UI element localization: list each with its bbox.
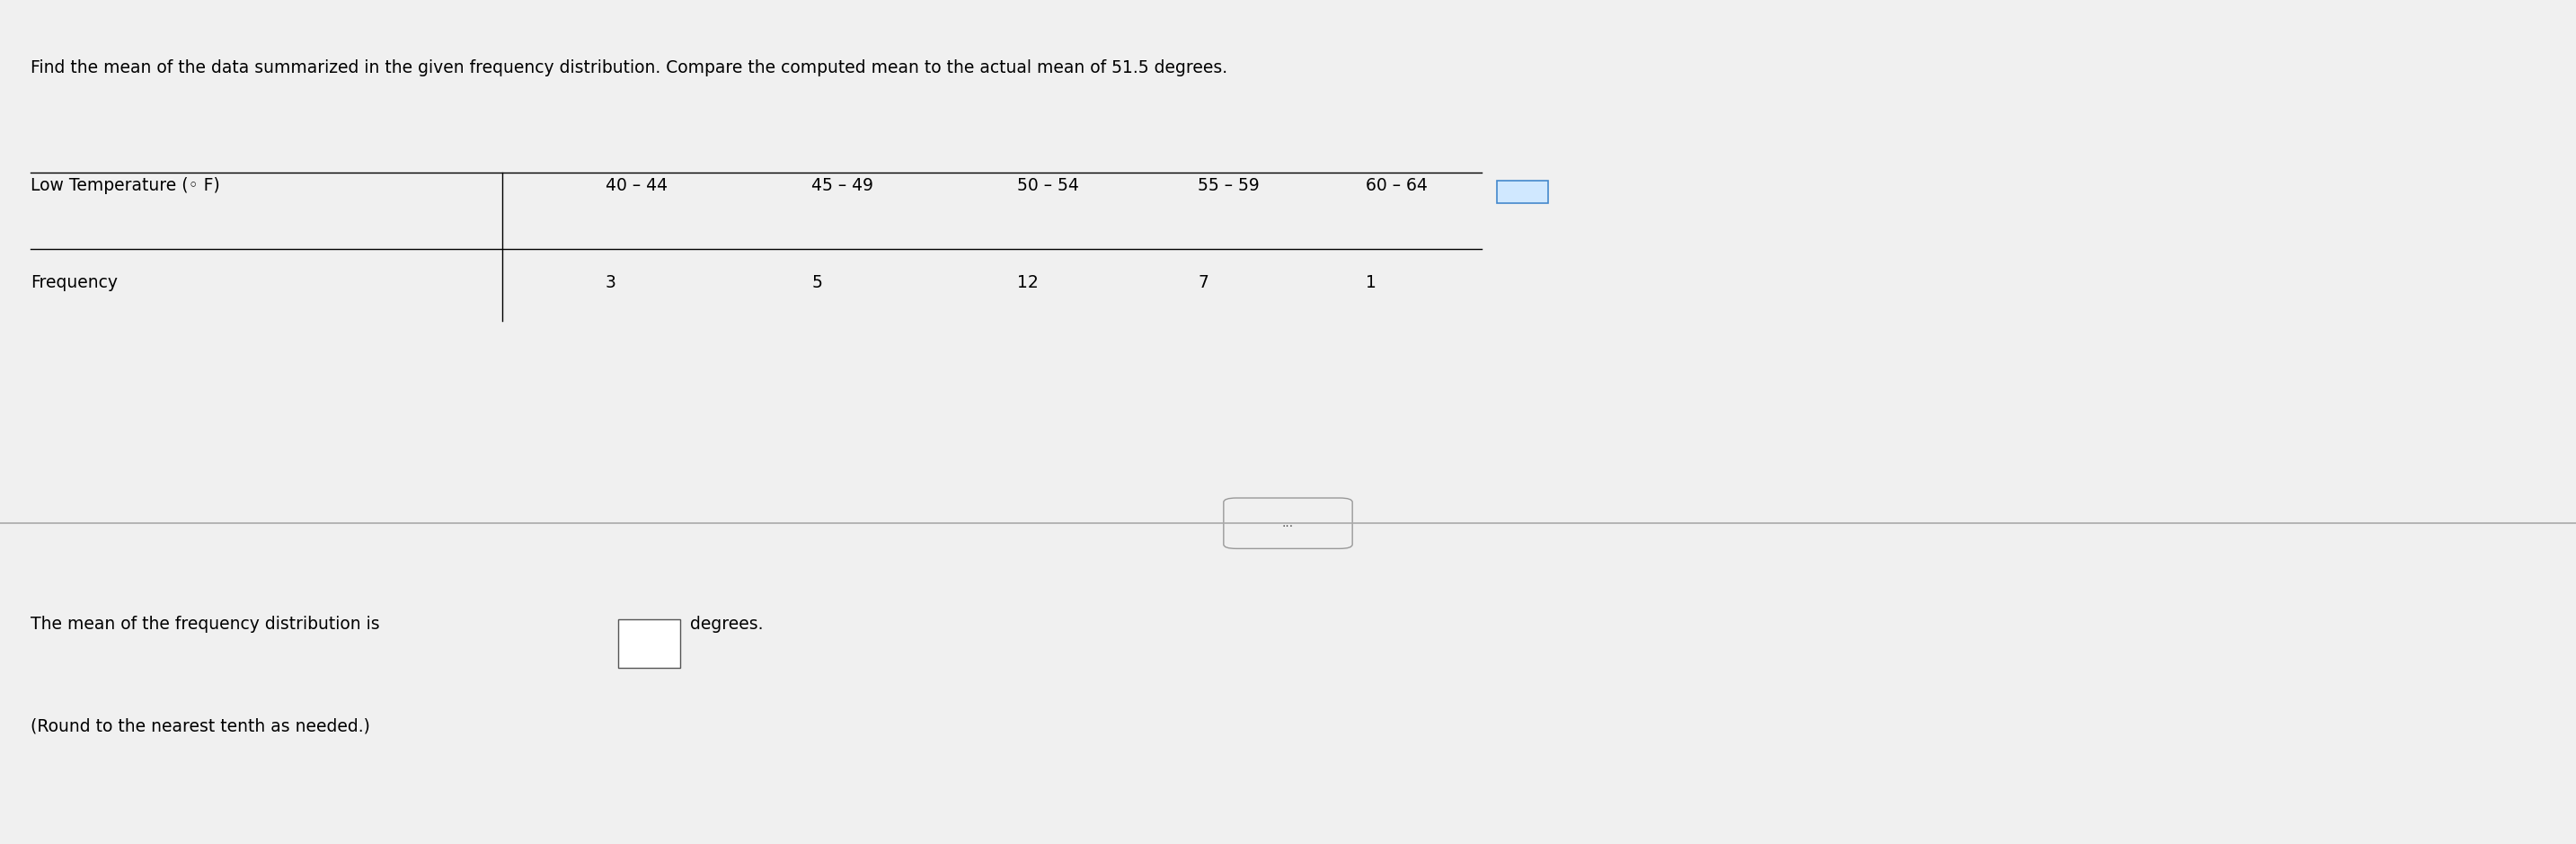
Text: ...: ...: [1283, 517, 1293, 529]
FancyBboxPatch shape: [618, 619, 680, 668]
Text: 60 – 64: 60 – 64: [1365, 177, 1427, 194]
Text: Low Temperature (◦ F): Low Temperature (◦ F): [31, 177, 222, 194]
FancyBboxPatch shape: [1224, 498, 1352, 549]
Text: Find the mean of the data summarized in the given frequency distribution. Compar: Find the mean of the data summarized in …: [31, 59, 1229, 76]
FancyBboxPatch shape: [1497, 181, 1548, 203]
Text: 55 – 59: 55 – 59: [1198, 177, 1260, 194]
Text: degrees.: degrees.: [690, 616, 762, 633]
Text: 1: 1: [1365, 274, 1376, 291]
Text: 45 – 49: 45 – 49: [811, 177, 873, 194]
Text: (Round to the nearest tenth as needed.): (Round to the nearest tenth as needed.): [31, 717, 371, 734]
Text: 5: 5: [811, 274, 822, 291]
Text: 3: 3: [605, 274, 616, 291]
Text: 12: 12: [1018, 274, 1038, 291]
Text: 40 – 44: 40 – 44: [605, 177, 667, 194]
Text: 50 – 54: 50 – 54: [1018, 177, 1079, 194]
Text: 7: 7: [1198, 274, 1208, 291]
Text: Frequency: Frequency: [31, 274, 118, 291]
Text: The mean of the frequency distribution is: The mean of the frequency distribution i…: [31, 616, 386, 633]
